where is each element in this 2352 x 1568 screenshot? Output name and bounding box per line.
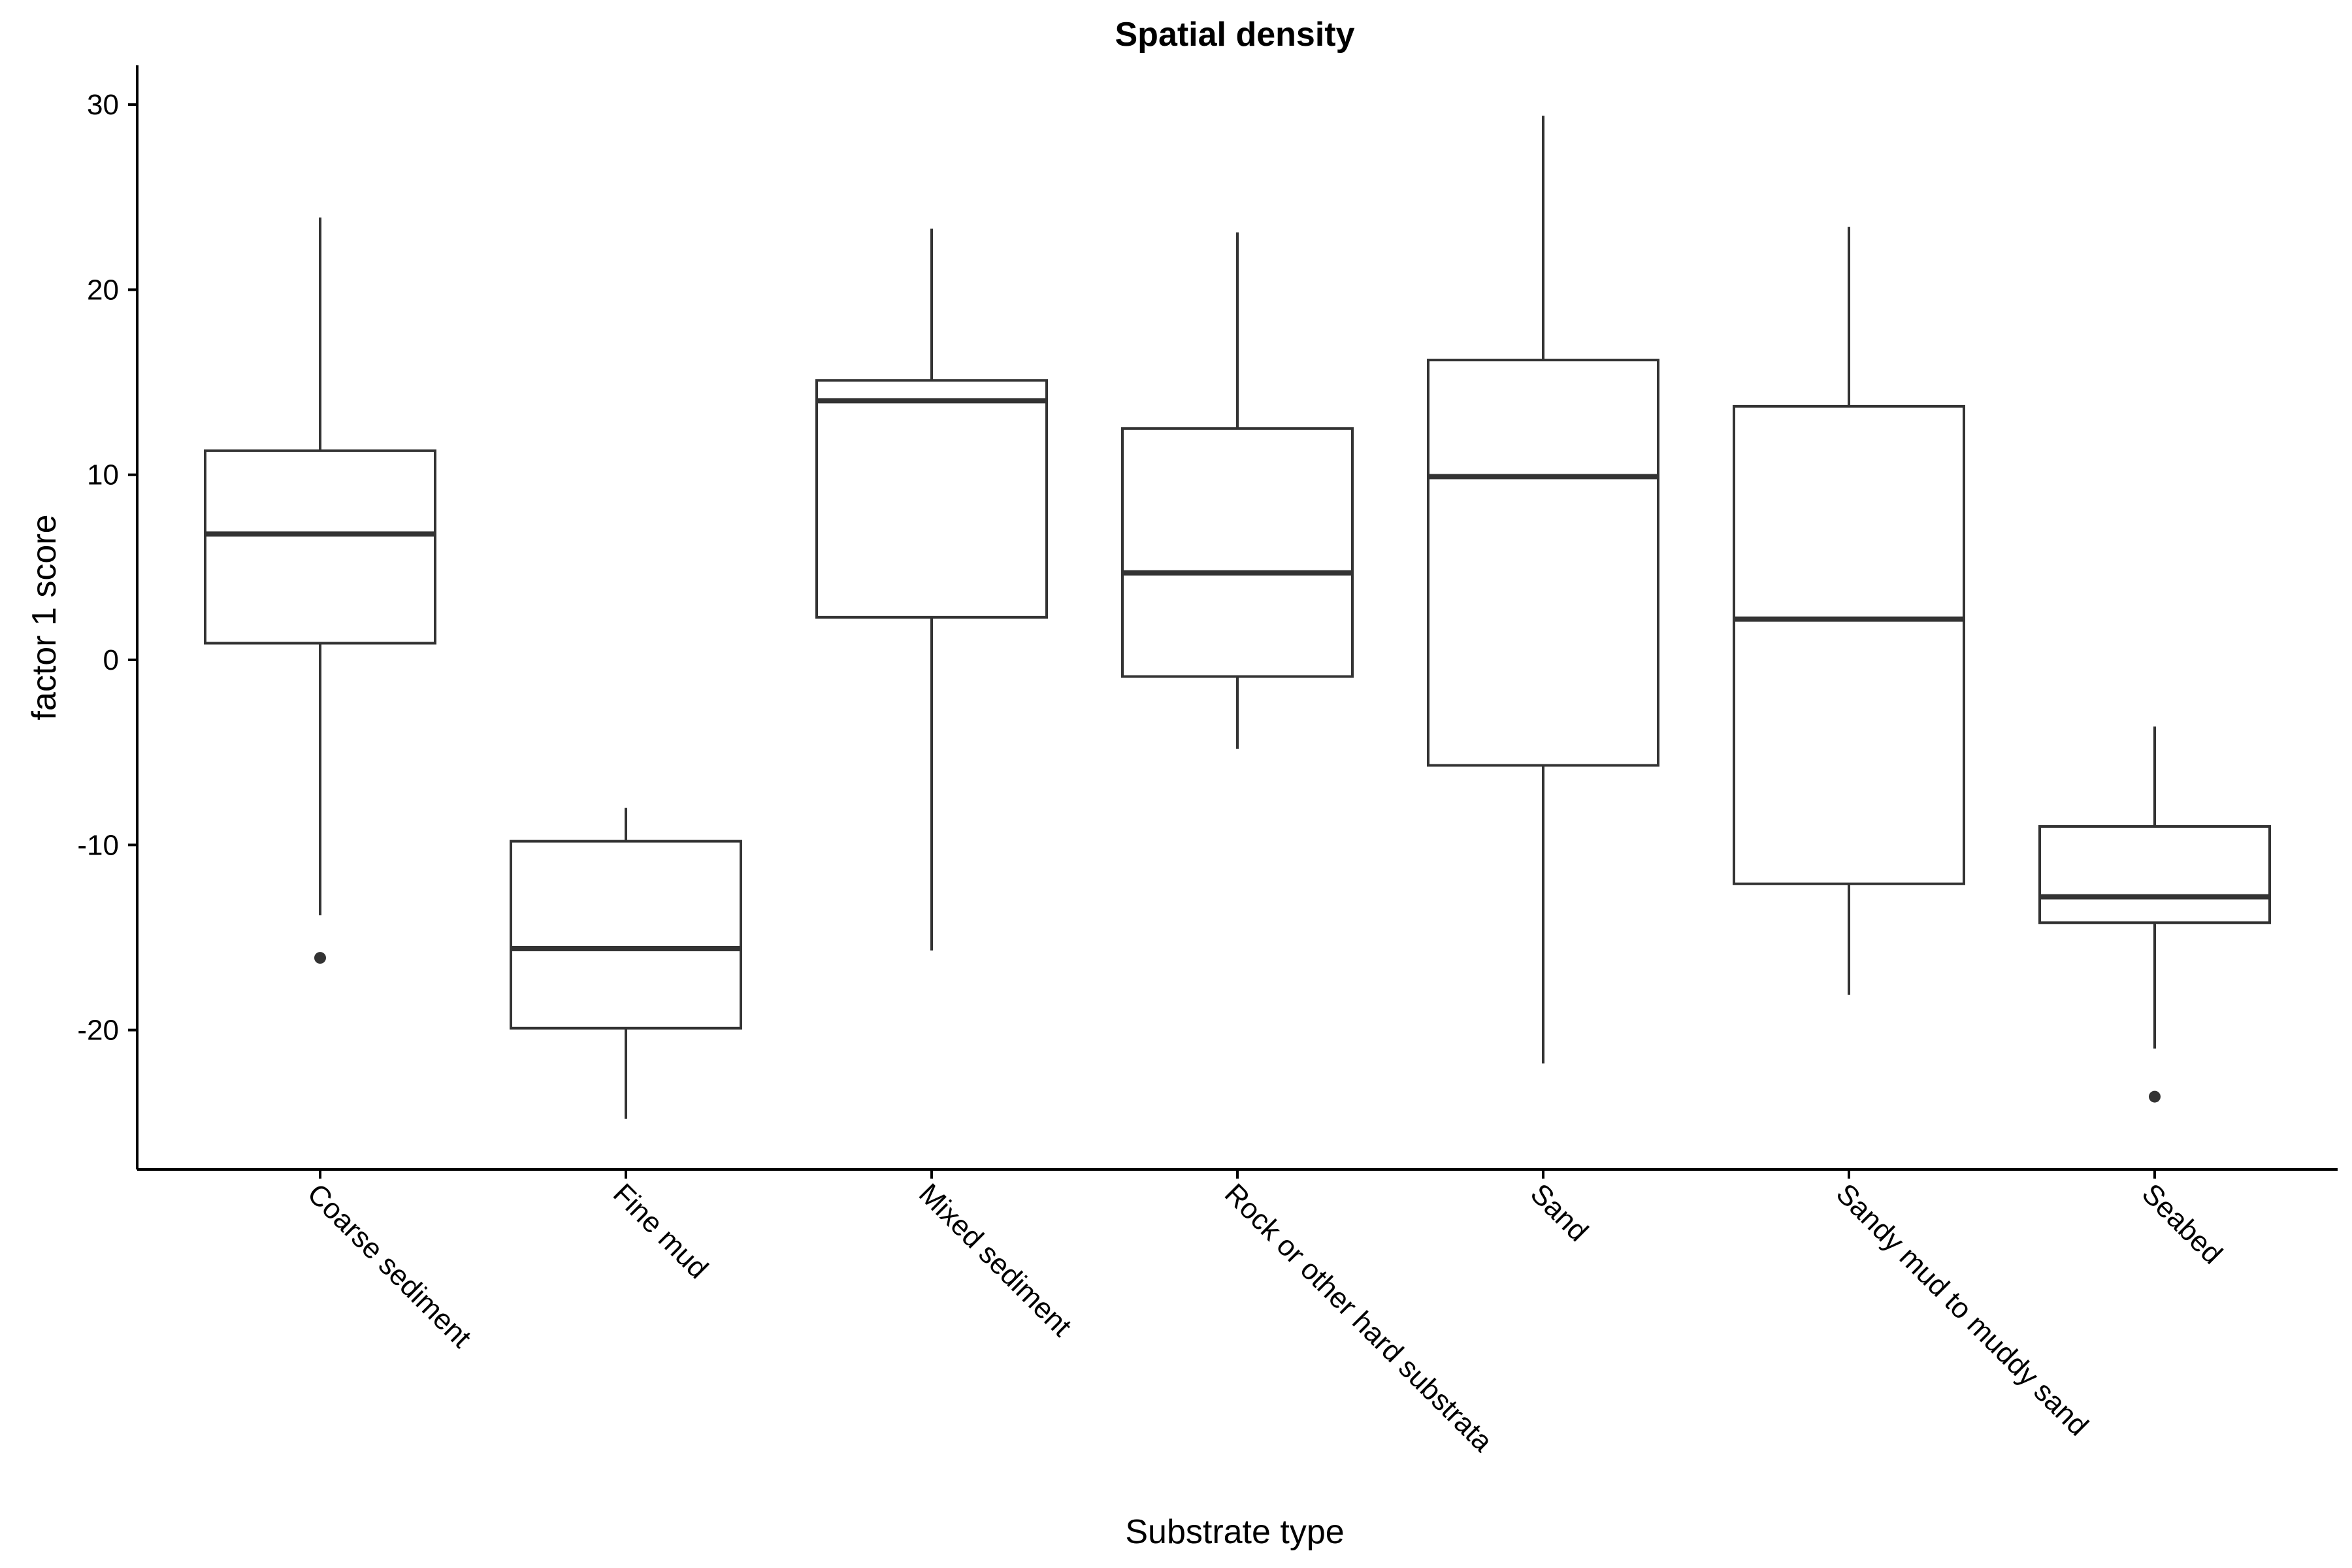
outlier-point — [2149, 1090, 2161, 1103]
box-group — [1121, 232, 1354, 749]
box-iqr — [1121, 427, 1354, 678]
box-group — [1427, 116, 1659, 1064]
x-axis-title: Substrate type — [1125, 1513, 1344, 1551]
y-tick-label: 10 — [87, 459, 119, 491]
box-iqr — [2038, 825, 2271, 924]
x-tick-label: Mixed sediment — [913, 1177, 1078, 1343]
axes: -20 -10 0 10 20 30 Coarse sediment Fine mud Mixe… — [77, 65, 2338, 1458]
y-axis-title: factor 1 score — [25, 514, 63, 720]
box-iqr — [1427, 359, 1659, 767]
y-tick-label: 30 — [87, 89, 119, 121]
box-iqr — [1733, 404, 1965, 885]
y-tick-label: 0 — [103, 644, 119, 676]
x-tick-label: Sand — [1524, 1177, 1594, 1247]
box-group — [815, 228, 1048, 951]
x-tick-label: Rock or other hard substrata — [1218, 1177, 1499, 1458]
chart-title: Spatial density — [1115, 16, 1355, 54]
box-group — [2038, 726, 2271, 1103]
plot-area — [204, 116, 2271, 1119]
box-iqr — [204, 449, 436, 645]
y-tick-label: 20 — [87, 274, 119, 306]
box-group — [510, 808, 742, 1119]
x-tick-label: Seabed — [2136, 1177, 2229, 1270]
x-tick-label: Sandy mud to muddy sand — [1830, 1177, 2095, 1442]
box-iqr — [815, 379, 1048, 619]
x-tick-label: Coarse sediment — [301, 1177, 478, 1354]
box-group — [1733, 227, 1965, 995]
x-tick-label: Fine mud — [607, 1177, 714, 1284]
box-group — [204, 217, 436, 964]
box-iqr — [510, 840, 742, 1030]
y-tick-label: -10 — [77, 829, 119, 861]
y-tick-label: -20 — [77, 1015, 119, 1047]
outlier-point — [314, 952, 326, 964]
